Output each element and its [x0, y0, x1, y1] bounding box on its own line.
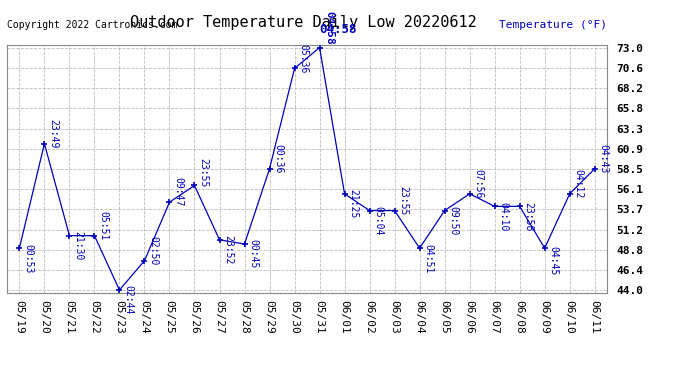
- Text: 02:44: 02:44: [124, 285, 133, 315]
- Text: 23:55: 23:55: [198, 158, 208, 188]
- Text: 00:36: 00:36: [273, 144, 284, 173]
- Text: 09:47: 09:47: [173, 177, 184, 207]
- Text: Copyright 2022 Cartronics.com: Copyright 2022 Cartronics.com: [7, 20, 177, 30]
- Text: 04:10: 04:10: [498, 202, 509, 231]
- Text: 00:53: 00:53: [23, 243, 33, 273]
- Text: Temperature (°F): Temperature (°F): [499, 20, 607, 30]
- Text: 07:56: 07:56: [473, 169, 484, 198]
- Text: 04:58: 04:58: [319, 22, 357, 36]
- Text: 23:52: 23:52: [224, 235, 233, 264]
- Text: 23:49: 23:49: [48, 119, 58, 148]
- Text: 04:12: 04:12: [573, 169, 584, 198]
- Text: 21:25: 21:25: [348, 189, 358, 219]
- Text: 04:58: 04:58: [324, 11, 335, 45]
- Text: 05:04: 05:04: [373, 206, 384, 235]
- Text: 09:50: 09:50: [448, 206, 458, 235]
- Text: 02:50: 02:50: [148, 236, 158, 266]
- Text: 23:55: 23:55: [398, 186, 408, 215]
- Text: 04:43: 04:43: [598, 144, 609, 173]
- Text: 21:30: 21:30: [73, 231, 83, 260]
- Text: 23:58: 23:58: [524, 202, 533, 231]
- Text: 05:51: 05:51: [98, 211, 108, 240]
- Text: 04:51: 04:51: [424, 243, 433, 273]
- Text: 00:45: 00:45: [248, 239, 258, 269]
- Text: 04:45: 04:45: [549, 246, 558, 275]
- Text: Outdoor Temperature Daily Low 20220612: Outdoor Temperature Daily Low 20220612: [130, 15, 477, 30]
- Text: 05:36: 05:36: [298, 44, 308, 73]
